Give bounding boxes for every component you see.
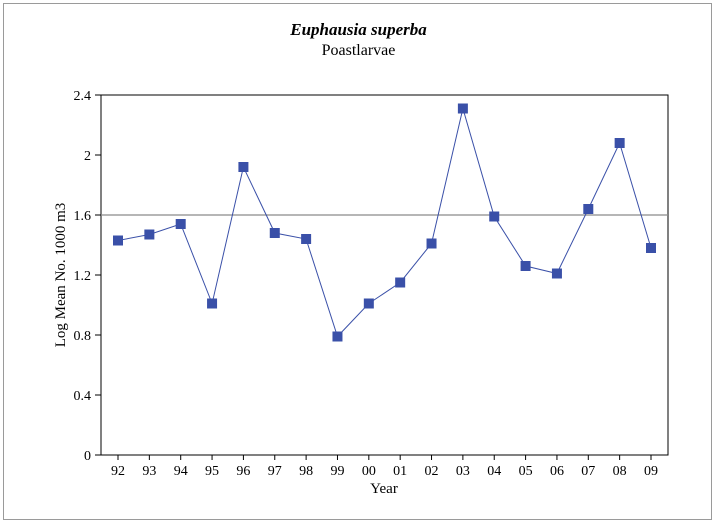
data-point-marker — [646, 243, 656, 253]
y-tick-label: 0.8 — [74, 329, 92, 344]
x-tick-label: 97 — [268, 464, 282, 479]
x-tick-label: 93 — [142, 464, 156, 479]
x-tick-label: 04 — [487, 464, 501, 479]
x-tick-label: 96 — [236, 464, 250, 479]
data-point-marker — [269, 228, 280, 238]
data-point-marker — [395, 277, 406, 288]
data-point-marker — [144, 229, 155, 240]
x-tick-label: 99 — [330, 464, 344, 479]
x-tick-label: 02 — [425, 464, 439, 479]
y-tick-label: 2 — [84, 149, 91, 164]
data-point-marker — [614, 138, 625, 148]
x-tick-label: 94 — [174, 464, 188, 479]
data-point-marker — [113, 235, 123, 246]
chart-frame — [3, 3, 712, 520]
x-tick-label: 03 — [456, 464, 470, 479]
y-tick-label: 1.2 — [74, 269, 92, 284]
y-tick-label: 0 — [84, 449, 91, 464]
data-point-marker — [301, 234, 312, 244]
chart-subtitle: Poastlarvae — [321, 42, 396, 59]
x-tick-label: 09 — [644, 464, 658, 479]
x-tick-label: 07 — [581, 464, 595, 479]
data-point-marker — [207, 298, 218, 309]
x-tick-label: 98 — [299, 464, 313, 479]
series-line — [117, 106, 652, 338]
data-point-marker — [332, 331, 343, 342]
data-point-marker — [489, 211, 500, 222]
y-tick-label: 2.4 — [74, 89, 92, 104]
data-point-marker — [175, 219, 186, 229]
x-tick-label: 08 — [613, 464, 627, 479]
x-tick-label: 95 — [205, 464, 219, 479]
data-point-marker — [457, 103, 468, 114]
x-tick-label: 92 — [111, 464, 125, 479]
y-tick-label: 1.6 — [74, 209, 92, 224]
x-tick-label: 01 — [393, 464, 407, 479]
data-point-marker — [426, 238, 437, 249]
data-point-marker — [520, 261, 531, 271]
data-point-marker — [363, 298, 374, 309]
plot-area — [100, 94, 669, 456]
y-axis-label: Log Mean No. 1000 m3 — [53, 203, 69, 348]
data-point-marker — [583, 204, 594, 214]
data-point-marker — [238, 162, 249, 172]
x-tick-label: 06 — [550, 464, 564, 479]
x-tick-label: 05 — [519, 464, 533, 479]
y-tick-label: 0.4 — [74, 389, 92, 404]
chart-title: Euphausia superba — [290, 20, 427, 39]
x-axis-label: Year — [370, 481, 398, 497]
x-tick-label: 00 — [362, 464, 376, 479]
data-point-marker — [551, 268, 562, 279]
